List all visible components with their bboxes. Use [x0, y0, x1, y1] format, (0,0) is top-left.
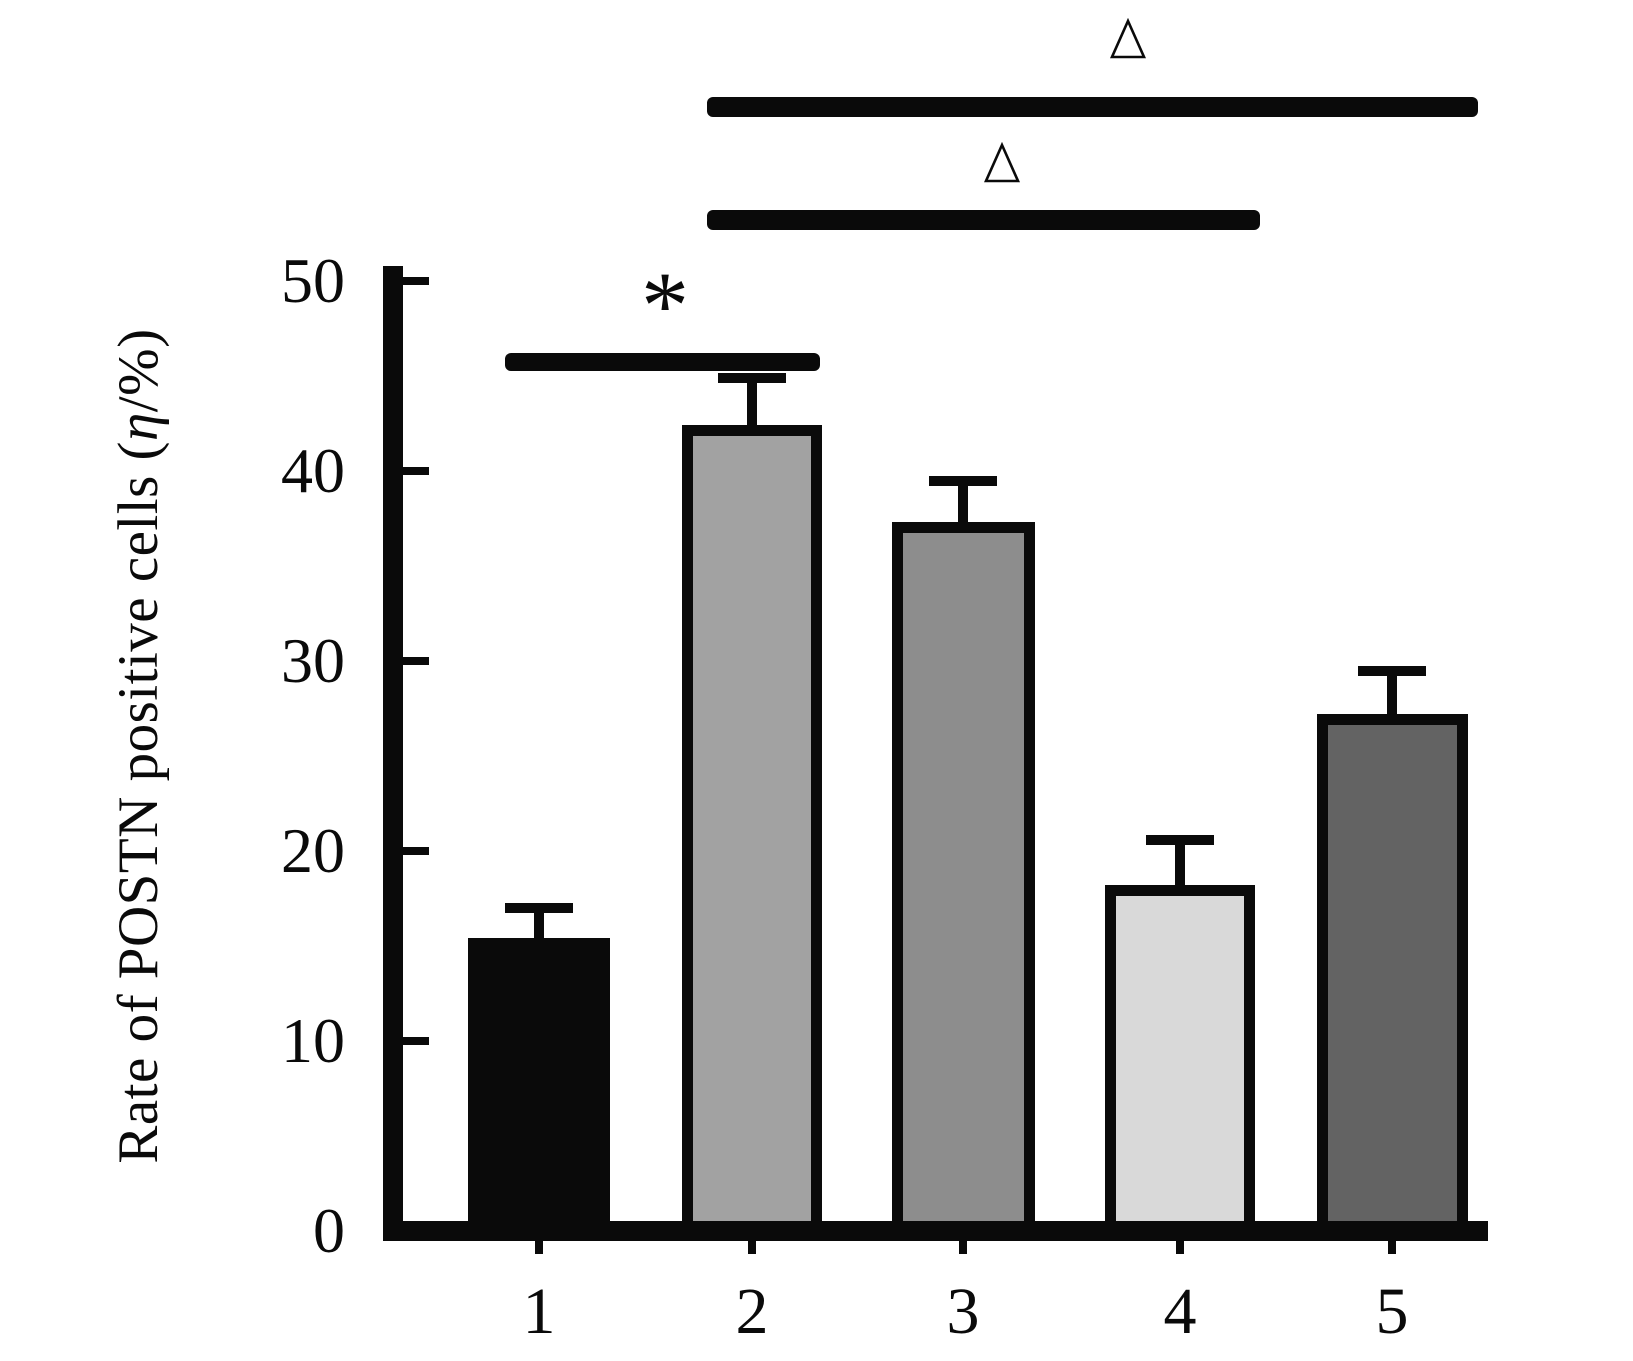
y-tick-label-40: 40	[281, 435, 345, 506]
bar-4	[1105, 885, 1255, 1238]
bar-3	[891, 522, 1035, 1238]
x-tick-label-3: 3	[946, 1275, 980, 1348]
y-tick-label-0: 0	[313, 1195, 345, 1266]
error-bar-stem-5	[1387, 670, 1397, 735]
error-bar-cap-2	[718, 372, 786, 383]
x-tick-label-5: 5	[1375, 1275, 1409, 1348]
asterisk-significance-icon: *	[641, 252, 689, 359]
x-tick-label-2: 2	[735, 1275, 769, 1348]
y-axis-title: Rate of POSTN positive cells (η/%)	[107, 246, 171, 1246]
triangle-significance-icon	[1109, 17, 1147, 60]
x-tick-5	[1388, 1241, 1396, 1254]
significance-line-1-2	[505, 353, 820, 371]
x-tick-3	[959, 1241, 967, 1254]
y-tick-label-30: 30	[281, 625, 345, 696]
error-bar-cap-4	[1146, 834, 1214, 845]
error-bar-stem-3	[958, 480, 968, 543]
open-triangle-glyph	[1109, 17, 1147, 59]
error-bar-stem-4	[1175, 839, 1185, 906]
x-axis-line	[383, 1221, 1488, 1241]
y-tick-label-20: 20	[281, 815, 345, 886]
error-bar-stem-2	[747, 377, 757, 446]
x-tick-label-4: 4	[1163, 1275, 1197, 1348]
open-triangle-glyph	[983, 141, 1021, 183]
y-tick-10	[403, 1037, 429, 1045]
bar-1	[468, 938, 610, 1238]
x-tick-4	[1176, 1241, 1184, 1254]
error-bar-cap-3	[929, 475, 997, 486]
x-tick-1	[535, 1241, 543, 1254]
triangle-significance-icon	[983, 141, 1021, 184]
significance-line-2-5	[707, 97, 1478, 117]
significance-line-2-4	[707, 210, 1260, 230]
y-tick-40	[403, 467, 429, 475]
bar-5	[1316, 714, 1468, 1238]
y-tick-30	[403, 657, 429, 665]
x-tick-label-1: 1	[522, 1275, 556, 1348]
y-tick-label-10: 10	[281, 1005, 345, 1076]
error-bar-cap-5	[1358, 665, 1426, 676]
error-bar-cap-1	[505, 903, 573, 913]
error-bar-stem-1	[534, 908, 544, 959]
y-axis-title-suffix: /%)	[107, 328, 170, 413]
x-tick-2	[748, 1241, 756, 1254]
y-tick-20	[403, 847, 429, 855]
y-axis-line	[383, 266, 403, 1241]
bar-2	[682, 425, 822, 1238]
y-tick-50	[403, 277, 429, 285]
y-tick-label-50: 50	[281, 245, 345, 316]
